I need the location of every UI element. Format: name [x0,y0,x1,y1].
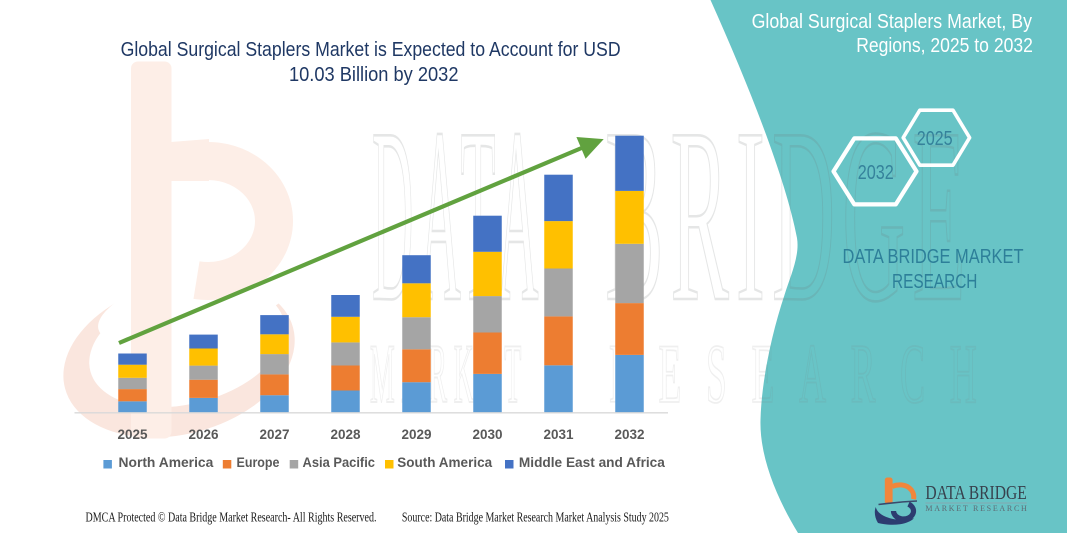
svg-text:Global Surgical Staplers Marke: Global Surgical Staplers Market, By [752,11,1032,33]
svg-text:Middle East and Africa: Middle East and Africa [519,455,665,470]
svg-text:2030: 2030 [472,427,502,442]
svg-text:2025: 2025 [117,427,148,442]
svg-text:2032: 2032 [858,161,894,184]
svg-text:2027: 2027 [259,427,289,442]
svg-text:2032: 2032 [614,427,644,442]
svg-text:Asia Pacific: Asia Pacific [303,455,376,470]
svg-text:2025: 2025 [917,128,953,150]
svg-text:North America: North America [119,455,214,470]
svg-text:BRIDGE: BRIDGE [605,76,973,354]
svg-text:10.03 Billion by 2032: 10.03 Billion by 2032 [289,64,459,86]
svg-text:2028: 2028 [330,427,361,442]
svg-text:MARKET RESEARCH: MARKET RESEARCH [925,504,1027,513]
svg-text:DMCA Protected © Data Bridge M: DMCA Protected © Data Bridge Market Rese… [86,510,377,525]
svg-text:2029: 2029 [401,427,431,442]
svg-text:RESEARCH: RESEARCH [892,271,977,293]
svg-text:Global Surgical Staplers Marke: Global Surgical Staplers Market is Expec… [121,39,621,61]
svg-text:2026: 2026 [188,427,219,442]
svg-text:Europe: Europe [237,455,280,470]
svg-text:DATA BRIDGE MARKET: DATA BRIDGE MARKET [843,246,1024,268]
svg-text:Source: Data Bridge Market Res: Source: Data Bridge Market Research Mark… [402,510,669,525]
svg-text:RESEARCH: RESEARCH [609,327,1001,421]
svg-text:South America: South America [397,455,492,470]
svg-text:Regions, 2025 to 2032: Regions, 2025 to 2032 [856,35,1033,57]
svg-text:DATA BRIDGE: DATA BRIDGE [925,482,1026,504]
svg-text:2031: 2031 [543,427,574,442]
svg-text:MARKET: MARKET [370,327,528,421]
svg-text:DATA: DATA [372,77,545,354]
